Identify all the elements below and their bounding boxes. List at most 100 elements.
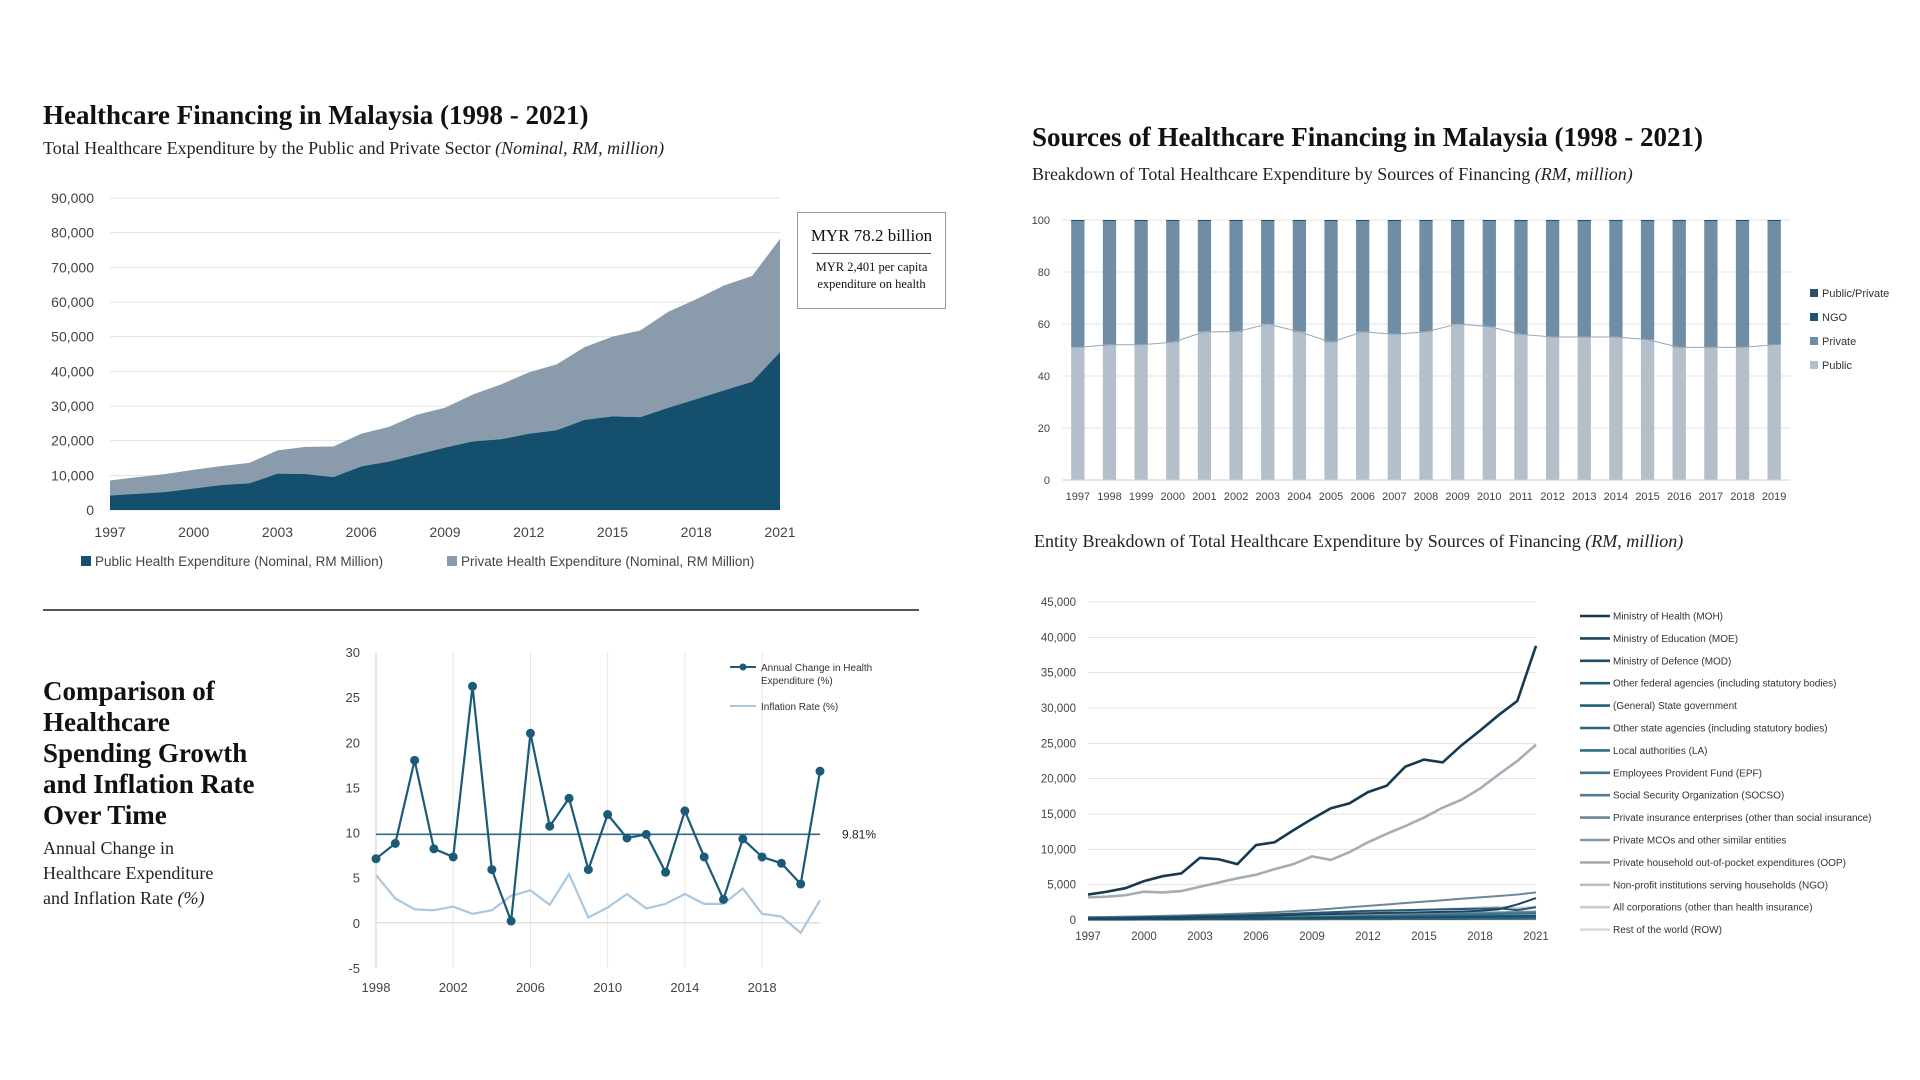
y-tick-label: 10,000 — [1041, 844, 1076, 856]
bar-segment-ngo — [1229, 220, 1243, 222]
growth-point — [661, 867, 671, 877]
y-tick-label: 20 — [346, 735, 360, 750]
callout-sub2: expenditure on health — [817, 277, 926, 291]
x-tick-label: 2003 — [1255, 491, 1279, 503]
legend-label: Social Security Organization (SOCSO) — [1613, 791, 1784, 802]
x-tick-label: 2014 — [1604, 491, 1628, 503]
bar-segment-publicprivate — [1324, 220, 1338, 221]
bar-segment-publicprivate — [1609, 220, 1623, 221]
growth-point — [738, 834, 748, 844]
x-tick-label: 2014 — [670, 980, 699, 995]
bar-segment-publicprivate — [1704, 220, 1718, 221]
bar-segment-publicprivate — [1387, 220, 1401, 221]
growth-point — [776, 858, 786, 868]
y-tick-label: 60 — [1038, 319, 1050, 331]
x-tick-label: 2006 — [1243, 931, 1269, 943]
y-tick-label: 15 — [346, 780, 360, 795]
bar-segment-publicprivate — [1419, 220, 1433, 221]
growth-title-line: Spending Growth — [43, 738, 248, 768]
y-tick-label: 45,000 — [1041, 597, 1076, 609]
bar-segment-private — [1292, 221, 1307, 332]
stacked-chart-subtitle: Breakdown of Total Healthcare Expenditur… — [1032, 164, 1633, 185]
x-tick-label: 2021 — [764, 524, 795, 540]
y-tick-label: 10 — [346, 826, 360, 841]
legend-marker-growth — [739, 663, 747, 671]
legend-label-inflation: Inflation Rate (%) — [761, 702, 838, 713]
bar-segment-public — [1261, 324, 1275, 480]
growth-point — [815, 766, 825, 776]
area-chart-subtitle: Total Healthcare Expenditure by the Publ… — [43, 138, 664, 159]
growth-point — [796, 879, 806, 889]
bar-segment-public — [1197, 331, 1212, 480]
x-tick-label: 2003 — [262, 524, 293, 540]
bar-segment-public — [1514, 334, 1528, 480]
bar-segment-private — [1071, 221, 1085, 348]
bar-segment-private — [1387, 221, 1401, 335]
bar-segment-public — [1292, 331, 1307, 480]
x-tick-label: 2012 — [1355, 931, 1381, 943]
legend-swatch-public — [81, 556, 91, 566]
series-line-1 — [1087, 897, 1537, 920]
bar-segment-ngo — [1261, 220, 1275, 222]
x-tick-label: 2010 — [1477, 491, 1501, 503]
y-tick-label: 30,000 — [51, 398, 94, 414]
bar-segment-publicprivate — [1229, 220, 1243, 221]
growth-point — [468, 681, 478, 691]
legend-label: NGO — [1822, 312, 1848, 324]
x-tick-label: 2021 — [1523, 931, 1549, 943]
x-tick-label: 2001 — [1192, 491, 1216, 503]
growth-chart-subtitle: Annual Change in Healthcare Expenditure … — [43, 836, 213, 911]
legend-label: Other federal agencies (including statut… — [1613, 679, 1836, 690]
inflation-line — [375, 871, 821, 935]
bar-segment-publicprivate — [1197, 220, 1212, 221]
callout-main: MYR 78.2 billion — [810, 226, 933, 245]
growth-point — [506, 916, 516, 926]
bar-segment-publicprivate — [1767, 220, 1781, 221]
growth-point — [718, 894, 728, 904]
area-chart-title: Healthcare Financing in Malaysia (1998 -… — [43, 100, 589, 130]
growth-point — [410, 755, 420, 765]
growth-point — [603, 810, 613, 820]
x-tick-label: 2018 — [1730, 491, 1754, 503]
bar-segment-publicprivate — [1134, 220, 1148, 221]
bar-segment-ngo — [1292, 220, 1307, 222]
x-tick-label: 2002 — [1224, 491, 1248, 503]
bar-segment-private — [1324, 221, 1338, 343]
bar-segment-ngo — [1134, 220, 1148, 222]
bar-segment-public — [1735, 347, 1750, 480]
legend-label: Private insurance enterprises (other tha… — [1613, 813, 1871, 824]
bar-segment-ngo — [1102, 220, 1117, 222]
bar-segment-private — [1640, 221, 1655, 340]
x-tick-label: 2000 — [1161, 491, 1185, 503]
growth-point — [448, 852, 458, 862]
x-tick-label: 2004 — [1287, 491, 1311, 503]
legend-label: Public — [1822, 360, 1852, 372]
entity-chart-subtitle-unit: (RM, million) — [1585, 531, 1684, 551]
x-tick-label: 2006 — [1350, 491, 1374, 503]
callout-box: MYR 78.2 billion MYR 2,401 per capita ex… — [797, 212, 946, 309]
y-tick-label: 10,000 — [51, 467, 94, 483]
bar-segment-private — [1545, 221, 1560, 337]
growth-line — [375, 686, 822, 922]
x-tick-label: 2009 — [1445, 491, 1469, 503]
bar-segment-private — [1609, 221, 1623, 337]
x-tick-label: 1998 — [1097, 491, 1121, 503]
bar-segment-ngo — [1672, 220, 1686, 222]
bar-segment-public — [1704, 347, 1718, 480]
bar-segment-publicprivate — [1672, 220, 1686, 221]
x-tick-label: 2015 — [597, 524, 628, 540]
growth-subtitle-line: Annual Change in — [43, 838, 174, 858]
y-tick-label: 50,000 — [51, 329, 94, 345]
x-tick-label: 2010 — [593, 980, 622, 995]
bar-segment-ngo — [1387, 220, 1401, 222]
x-tick-label: 2005 — [1319, 491, 1343, 503]
bar-segment-public — [1609, 337, 1623, 480]
legend-label: Public Health Expenditure (Nominal, RM M… — [95, 554, 383, 569]
series-line-0 — [1087, 645, 1538, 896]
bar-segment-ngo — [1609, 220, 1623, 222]
y-tick-label: 60,000 — [51, 294, 94, 310]
y-tick-label: 5 — [353, 871, 360, 886]
bar-segment-publicprivate — [1356, 220, 1370, 221]
y-tick-label: 0 — [1044, 475, 1050, 487]
y-tick-label: 30,000 — [1041, 703, 1076, 715]
